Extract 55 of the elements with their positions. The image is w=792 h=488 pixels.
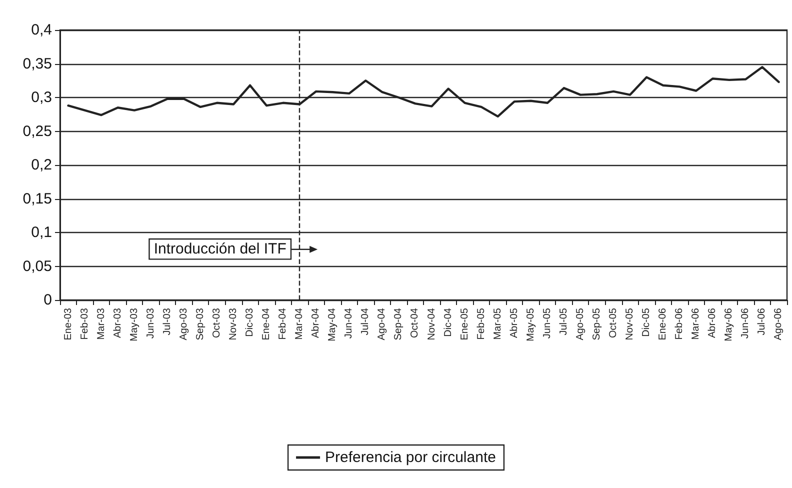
x-tick-label: Feb-03 bbox=[79, 308, 90, 340]
y-tick-label: 0,05 bbox=[22, 258, 52, 275]
x-tick-label: Ene-03 bbox=[62, 308, 74, 340]
x-tick-label: Abr-06 bbox=[707, 308, 718, 338]
y-tick-label: 0,35 bbox=[22, 55, 52, 72]
x-tick-label: Dic-03 bbox=[244, 308, 256, 337]
y-tick-label: 0,4 bbox=[31, 22, 52, 38]
x-tick-label: Sep-03 bbox=[194, 308, 206, 340]
x-tick-label: Feb-04 bbox=[278, 308, 289, 340]
x-tick-label: Oct-05 bbox=[608, 308, 620, 338]
x-tick-label: Sep-05 bbox=[591, 308, 602, 340]
x-tick-label: Ene-05 bbox=[459, 308, 470, 340]
x-tick-label: Oct-04 bbox=[410, 308, 421, 338]
x-tick-label: Ago-05 bbox=[574, 308, 586, 340]
x-tick-label: Feb-05 bbox=[476, 308, 487, 340]
y-tick-label: 0,25 bbox=[22, 122, 52, 140]
x-tick-label: Sep-04 bbox=[393, 308, 404, 340]
x-tick-label: Abr-04 bbox=[310, 308, 322, 338]
x-tick-label: Nov-03 bbox=[228, 308, 239, 340]
x-tick-label: May-05 bbox=[525, 308, 536, 342]
x-tick-label: Abr-03 bbox=[112, 308, 124, 338]
x-tick-label: May-04 bbox=[327, 308, 338, 342]
x-tick-label: Dic-04 bbox=[442, 308, 454, 337]
x-tick-label: Mar-05 bbox=[492, 308, 504, 340]
x-tick-label: Ago-03 bbox=[178, 308, 190, 340]
y-tick-label: 0,2 bbox=[31, 156, 52, 174]
y-tick-label: 0 bbox=[44, 292, 52, 308]
x-tick-label: Jul-03 bbox=[162, 308, 173, 336]
x-tick-label: Nov-04 bbox=[426, 308, 438, 340]
x-tick-label: Jun-05 bbox=[542, 308, 553, 339]
x-tick-label: Jun-04 bbox=[344, 308, 355, 339]
x-tick-label: Jun-03 bbox=[145, 308, 156, 339]
x-tick-label: Mar-03 bbox=[96, 308, 107, 340]
x-tick-label: Nov-05 bbox=[624, 308, 636, 340]
y-tick-label: 0,1 bbox=[31, 224, 52, 241]
legend-label: Preferencia por circulante bbox=[325, 449, 496, 466]
x-tick-label: Feb-06 bbox=[674, 308, 686, 340]
x-tick-label: Jul-04 bbox=[360, 308, 372, 336]
ref-line-label: Introducción del ITF bbox=[154, 240, 286, 258]
y-tick-label: 0,3 bbox=[31, 89, 52, 106]
x-tick-label: May-06 bbox=[724, 308, 735, 342]
x-tick-label: Jul-06 bbox=[756, 308, 768, 336]
x-tick-label: Ene-04 bbox=[261, 308, 272, 340]
x-tick-label: Ago-06 bbox=[773, 308, 784, 340]
x-tick-label: Mar-06 bbox=[690, 308, 702, 340]
x-tick-label: Dic-05 bbox=[641, 308, 652, 337]
x-tick-label: Oct-03 bbox=[211, 308, 222, 338]
x-tick-label: Ago-04 bbox=[376, 308, 388, 340]
x-tick-label: Ene-06 bbox=[658, 308, 669, 340]
x-tick-label: Jun-06 bbox=[740, 308, 752, 339]
x-tick-label: Abr-05 bbox=[508, 308, 520, 338]
y-tick-label: 0,15 bbox=[22, 190, 52, 208]
x-tick-label: Jul-05 bbox=[558, 308, 570, 336]
x-tick-label: Mar-04 bbox=[294, 308, 306, 340]
x-tick-label: May-03 bbox=[128, 308, 140, 342]
